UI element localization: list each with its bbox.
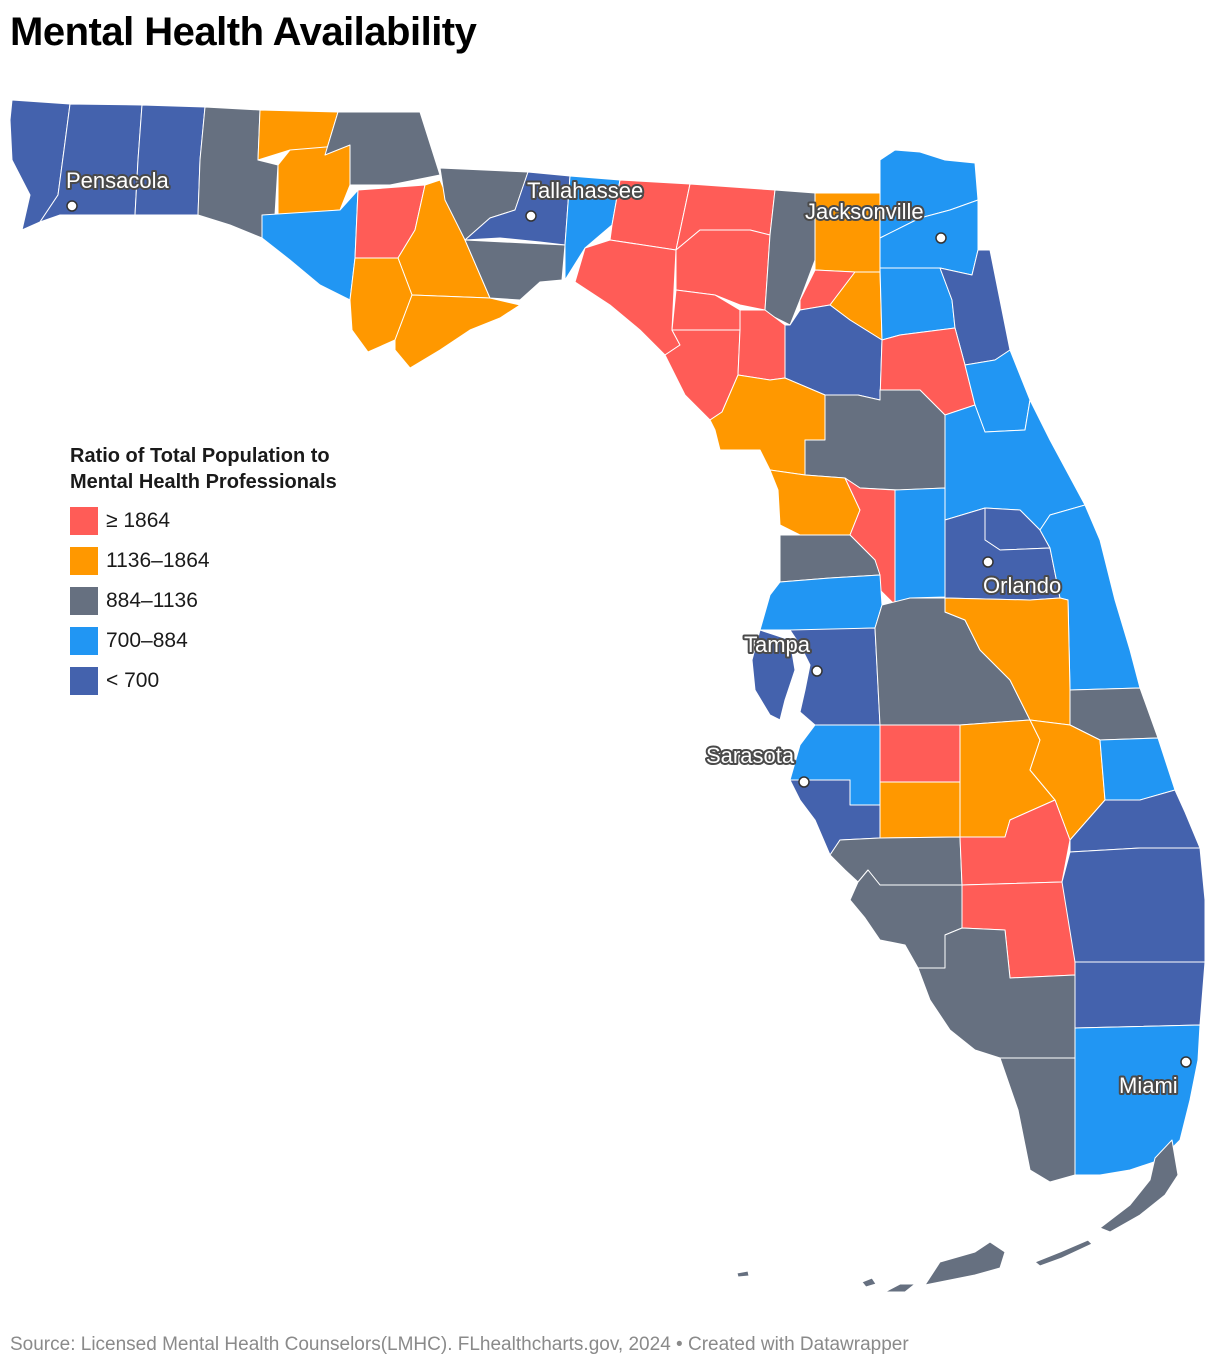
legend: Ratio of Total Population to Mental Heal… xyxy=(70,443,337,701)
county-okaloosa xyxy=(134,104,206,216)
legend-label: 700–884 xyxy=(106,629,188,652)
city-label-jacksonville: Jacksonville xyxy=(805,199,924,224)
city-jacksonville: Jacksonville xyxy=(803,197,947,244)
legend-label: < 700 xyxy=(106,669,160,692)
county-lake xyxy=(894,487,946,606)
legend-label: 884–1136 xyxy=(106,589,198,612)
city-dot xyxy=(66,200,78,212)
city-tallahassee: Tallahassee xyxy=(525,176,645,222)
city-orlando: Orlando xyxy=(981,556,1063,600)
legend-item-1: ≥ 1864 xyxy=(70,501,337,541)
legend-swatch xyxy=(70,507,98,535)
legend-label: ≥ 1864 xyxy=(106,509,171,532)
legend-swatch xyxy=(70,627,98,655)
keys-chain-1 xyxy=(1034,1239,1093,1267)
city-sarasota: Sarasota xyxy=(704,741,810,788)
city-dot xyxy=(935,232,947,244)
city-label-pensacola: Pensacola xyxy=(66,168,170,193)
map-title: Mental Health Availability xyxy=(10,10,477,54)
keys-chain-3 xyxy=(861,1277,877,1288)
county-charlotte xyxy=(829,836,963,886)
city-tampa: Tampa xyxy=(742,630,823,677)
legend-item-4: 700–884 xyxy=(70,621,337,661)
county-desoto xyxy=(879,781,961,839)
county-franklin xyxy=(394,294,521,369)
city-dot xyxy=(525,210,537,222)
city-label-tampa: Tampa xyxy=(744,632,811,657)
county-hardee xyxy=(879,724,961,783)
county-pinellas xyxy=(751,629,796,721)
city-label-tallahassee: Tallahassee xyxy=(527,178,643,203)
legend-swatch xyxy=(70,547,98,575)
county-miami-dade xyxy=(1074,1024,1201,1176)
county-monroe-keys xyxy=(1099,1139,1179,1233)
county-monroe-mainland xyxy=(999,1057,1076,1183)
county-gilchrist xyxy=(737,309,786,381)
legend-label: 1136–1864 xyxy=(106,549,210,572)
city-dot xyxy=(982,556,994,568)
city-label-orlando: Orlando xyxy=(983,573,1061,598)
county-gulf xyxy=(349,257,413,353)
city-label-sarasota: Sarasota xyxy=(706,743,795,768)
county-jackson xyxy=(324,111,441,186)
legend-swatch xyxy=(70,667,98,695)
city-dot xyxy=(798,776,810,788)
legend-title-line1: Ratio of Total Population to xyxy=(70,445,330,467)
legend-title: Ratio of Total Population to Mental Heal… xyxy=(70,443,337,495)
county-st-lucie xyxy=(1099,737,1176,801)
county-broward xyxy=(1074,961,1206,1029)
city-dot xyxy=(1180,1056,1192,1068)
city-pensacola: Pensacola xyxy=(64,166,172,212)
city-dot xyxy=(811,665,823,677)
legend-swatch xyxy=(70,587,98,615)
county-marion xyxy=(804,389,946,491)
legend-item-5: < 700 xyxy=(70,661,337,701)
city-label-miami: Miami xyxy=(1119,1073,1178,1098)
city-miami: Miami xyxy=(1117,1056,1192,1100)
county-washington xyxy=(277,144,351,216)
key-west-island xyxy=(924,1241,1006,1286)
county-taylor xyxy=(574,239,681,356)
keys-chain-2 xyxy=(884,1283,916,1293)
source-footer: Source: Licensed Mental Health Counselor… xyxy=(10,1334,909,1355)
keys-chain-4 xyxy=(736,1270,750,1278)
legend-title-line2: Mental Health Professionals xyxy=(70,471,337,493)
county-palm-beach xyxy=(1061,847,1206,963)
legend-item-3: 884–1136 xyxy=(70,581,337,621)
legend-item-2: 1136–1864 xyxy=(70,541,337,581)
county-pasco xyxy=(759,574,883,631)
